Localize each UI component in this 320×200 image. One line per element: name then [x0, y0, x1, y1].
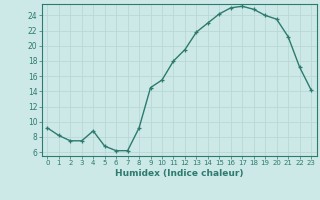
- X-axis label: Humidex (Indice chaleur): Humidex (Indice chaleur): [115, 169, 244, 178]
